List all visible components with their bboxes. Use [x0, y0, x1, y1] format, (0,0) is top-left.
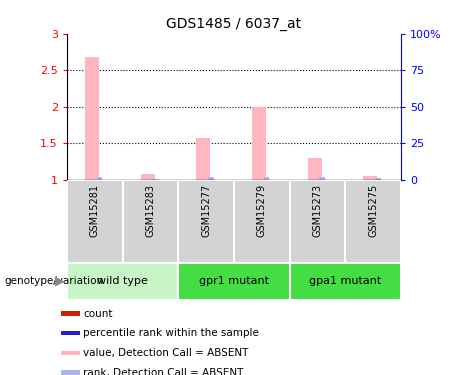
Bar — [61, 370, 80, 375]
Bar — [308, 158, 322, 180]
Text: GSM15279: GSM15279 — [257, 184, 267, 237]
Bar — [252, 107, 266, 180]
Text: gpa1 mutant: gpa1 mutant — [309, 276, 382, 286]
Bar — [141, 174, 154, 180]
Text: gpr1 mutant: gpr1 mutant — [199, 276, 269, 286]
Text: genotype/variation: genotype/variation — [5, 276, 104, 286]
Text: percentile rank within the sample: percentile rank within the sample — [83, 328, 259, 338]
Bar — [85, 57, 99, 180]
Title: GDS1485 / 6037_at: GDS1485 / 6037_at — [166, 17, 301, 32]
Bar — [152, 178, 158, 180]
Bar — [97, 177, 102, 180]
Bar — [345, 180, 401, 262]
Bar — [290, 180, 345, 262]
Bar — [123, 180, 178, 262]
Text: GSM15281: GSM15281 — [90, 184, 100, 237]
Text: value, Detection Call = ABSENT: value, Detection Call = ABSENT — [83, 348, 249, 358]
Bar — [363, 176, 378, 180]
Bar — [234, 180, 290, 262]
Bar — [178, 262, 290, 300]
Bar — [208, 177, 213, 180]
Bar — [67, 262, 178, 300]
Text: rank, Detection Call = ABSENT: rank, Detection Call = ABSENT — [83, 368, 244, 375]
Bar — [319, 177, 325, 180]
Text: GSM15275: GSM15275 — [368, 184, 378, 237]
Bar — [375, 178, 381, 180]
Bar — [290, 262, 401, 300]
Bar — [264, 177, 269, 180]
Bar — [61, 331, 80, 336]
Bar — [61, 351, 80, 355]
Bar — [61, 311, 80, 316]
Bar — [196, 138, 210, 180]
Text: GSM15273: GSM15273 — [313, 184, 323, 237]
Bar — [178, 180, 234, 262]
Text: GSM15277: GSM15277 — [201, 184, 211, 237]
Text: wild type: wild type — [97, 276, 148, 286]
Text: ▶: ▶ — [55, 275, 65, 288]
Text: GSM15283: GSM15283 — [145, 184, 155, 237]
Text: count: count — [83, 309, 113, 319]
Bar — [67, 180, 123, 262]
